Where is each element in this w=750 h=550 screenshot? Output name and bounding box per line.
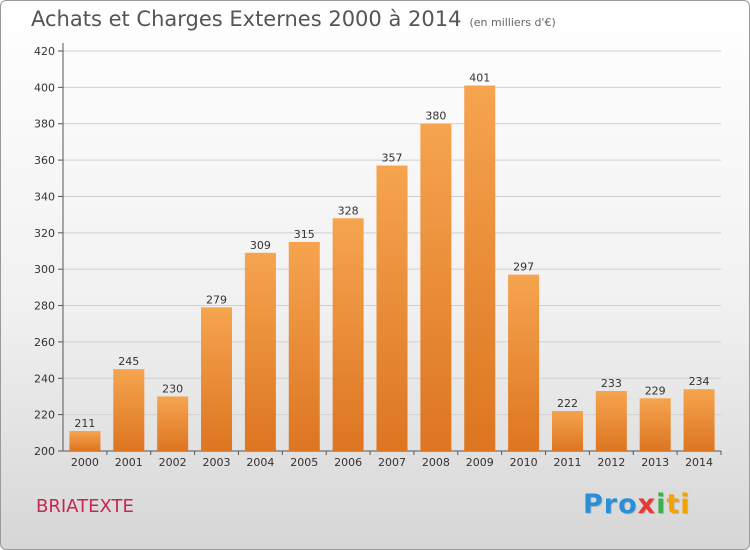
bar [639,398,671,451]
data-label: 401 [469,72,490,85]
bar [201,307,233,451]
x-tick-label: 2001 [115,456,143,469]
logo-part: ti [666,489,691,520]
data-label: 357 [382,152,403,165]
place-name: BRIATEXTE [36,496,134,517]
bar [244,252,276,451]
x-tick-label: 2000 [71,456,99,469]
y-tick-label: 340 [34,190,55,203]
y-tick-label: 220 [34,409,55,422]
data-label: 328 [338,204,359,217]
y-tick-label: 240 [34,372,55,385]
x-tick-label: 2006 [334,456,362,469]
x-tick-label: 2009 [466,456,494,469]
x-tick-label: 2013 [641,456,669,469]
bar [69,431,101,451]
bar [683,389,715,451]
proxiti-logo: Proxiti [583,489,691,520]
y-tick-label: 380 [34,118,55,131]
bar [113,369,145,451]
x-tick-label: 2003 [203,456,231,469]
x-tick-label: 2005 [290,456,318,469]
data-label: 380 [425,110,446,123]
data-label: 315 [294,228,315,241]
y-tick-label: 420 [34,45,55,58]
chart-title: Achats et Charges Externes 2000 à 2014 (e… [31,7,556,31]
x-tick-labels: 2000 2001 2002 2003 2004 2005 2006 2007 2008 2009… [71,451,722,469]
y-tick-label: 200 [34,445,55,458]
data-labels: 211 245 230 279 309 315 328 357 380 401 297 222 233 2… [74,72,709,430]
data-label: 222 [557,397,578,410]
y-tick-label: 280 [34,300,55,313]
bar [332,218,364,451]
x-tick-label: 2010 [510,456,538,469]
x-tick-label: 2002 [159,456,187,469]
x-tick-label: 2007 [378,456,406,469]
data-label: 230 [162,382,183,395]
bar [288,241,320,451]
bar [464,85,496,451]
chart-title-text: Achats et Charges Externes 2000 à 2014 [31,7,462,31]
bar [157,396,189,451]
chart-unit: (en milliers d'€) [469,16,556,29]
data-label: 309 [250,239,271,252]
bar [551,411,583,451]
x-tick-label: 2012 [597,456,625,469]
y-tick-label: 260 [34,336,55,349]
data-label: 245 [118,355,139,368]
data-label: 279 [206,293,227,306]
logo-part: x [637,489,657,520]
x-tick-label: 2011 [553,456,581,469]
y-tick-label: 320 [34,227,55,240]
data-label: 211 [74,417,95,430]
x-tick-label: 2004 [246,456,274,469]
bar [376,165,408,451]
data-label: 229 [645,384,666,397]
y-tick-label: 360 [34,154,55,167]
bar [595,391,627,451]
data-label: 234 [689,375,710,388]
bar [508,274,540,451]
data-label: 233 [601,377,622,390]
bars [69,85,715,452]
y-tick-labels: 200 220 240 260 280 300 320 340 360 380 400 420 [34,45,55,458]
x-tick-label: 2008 [422,456,450,469]
bar [420,123,452,452]
y-tick-label: 300 [34,263,55,276]
x-tick-label: 2014 [685,456,713,469]
y-tick-label: 400 [34,81,55,94]
logo-part: Pro [583,489,638,520]
logo-part: i [656,489,667,520]
data-label: 297 [513,261,534,274]
